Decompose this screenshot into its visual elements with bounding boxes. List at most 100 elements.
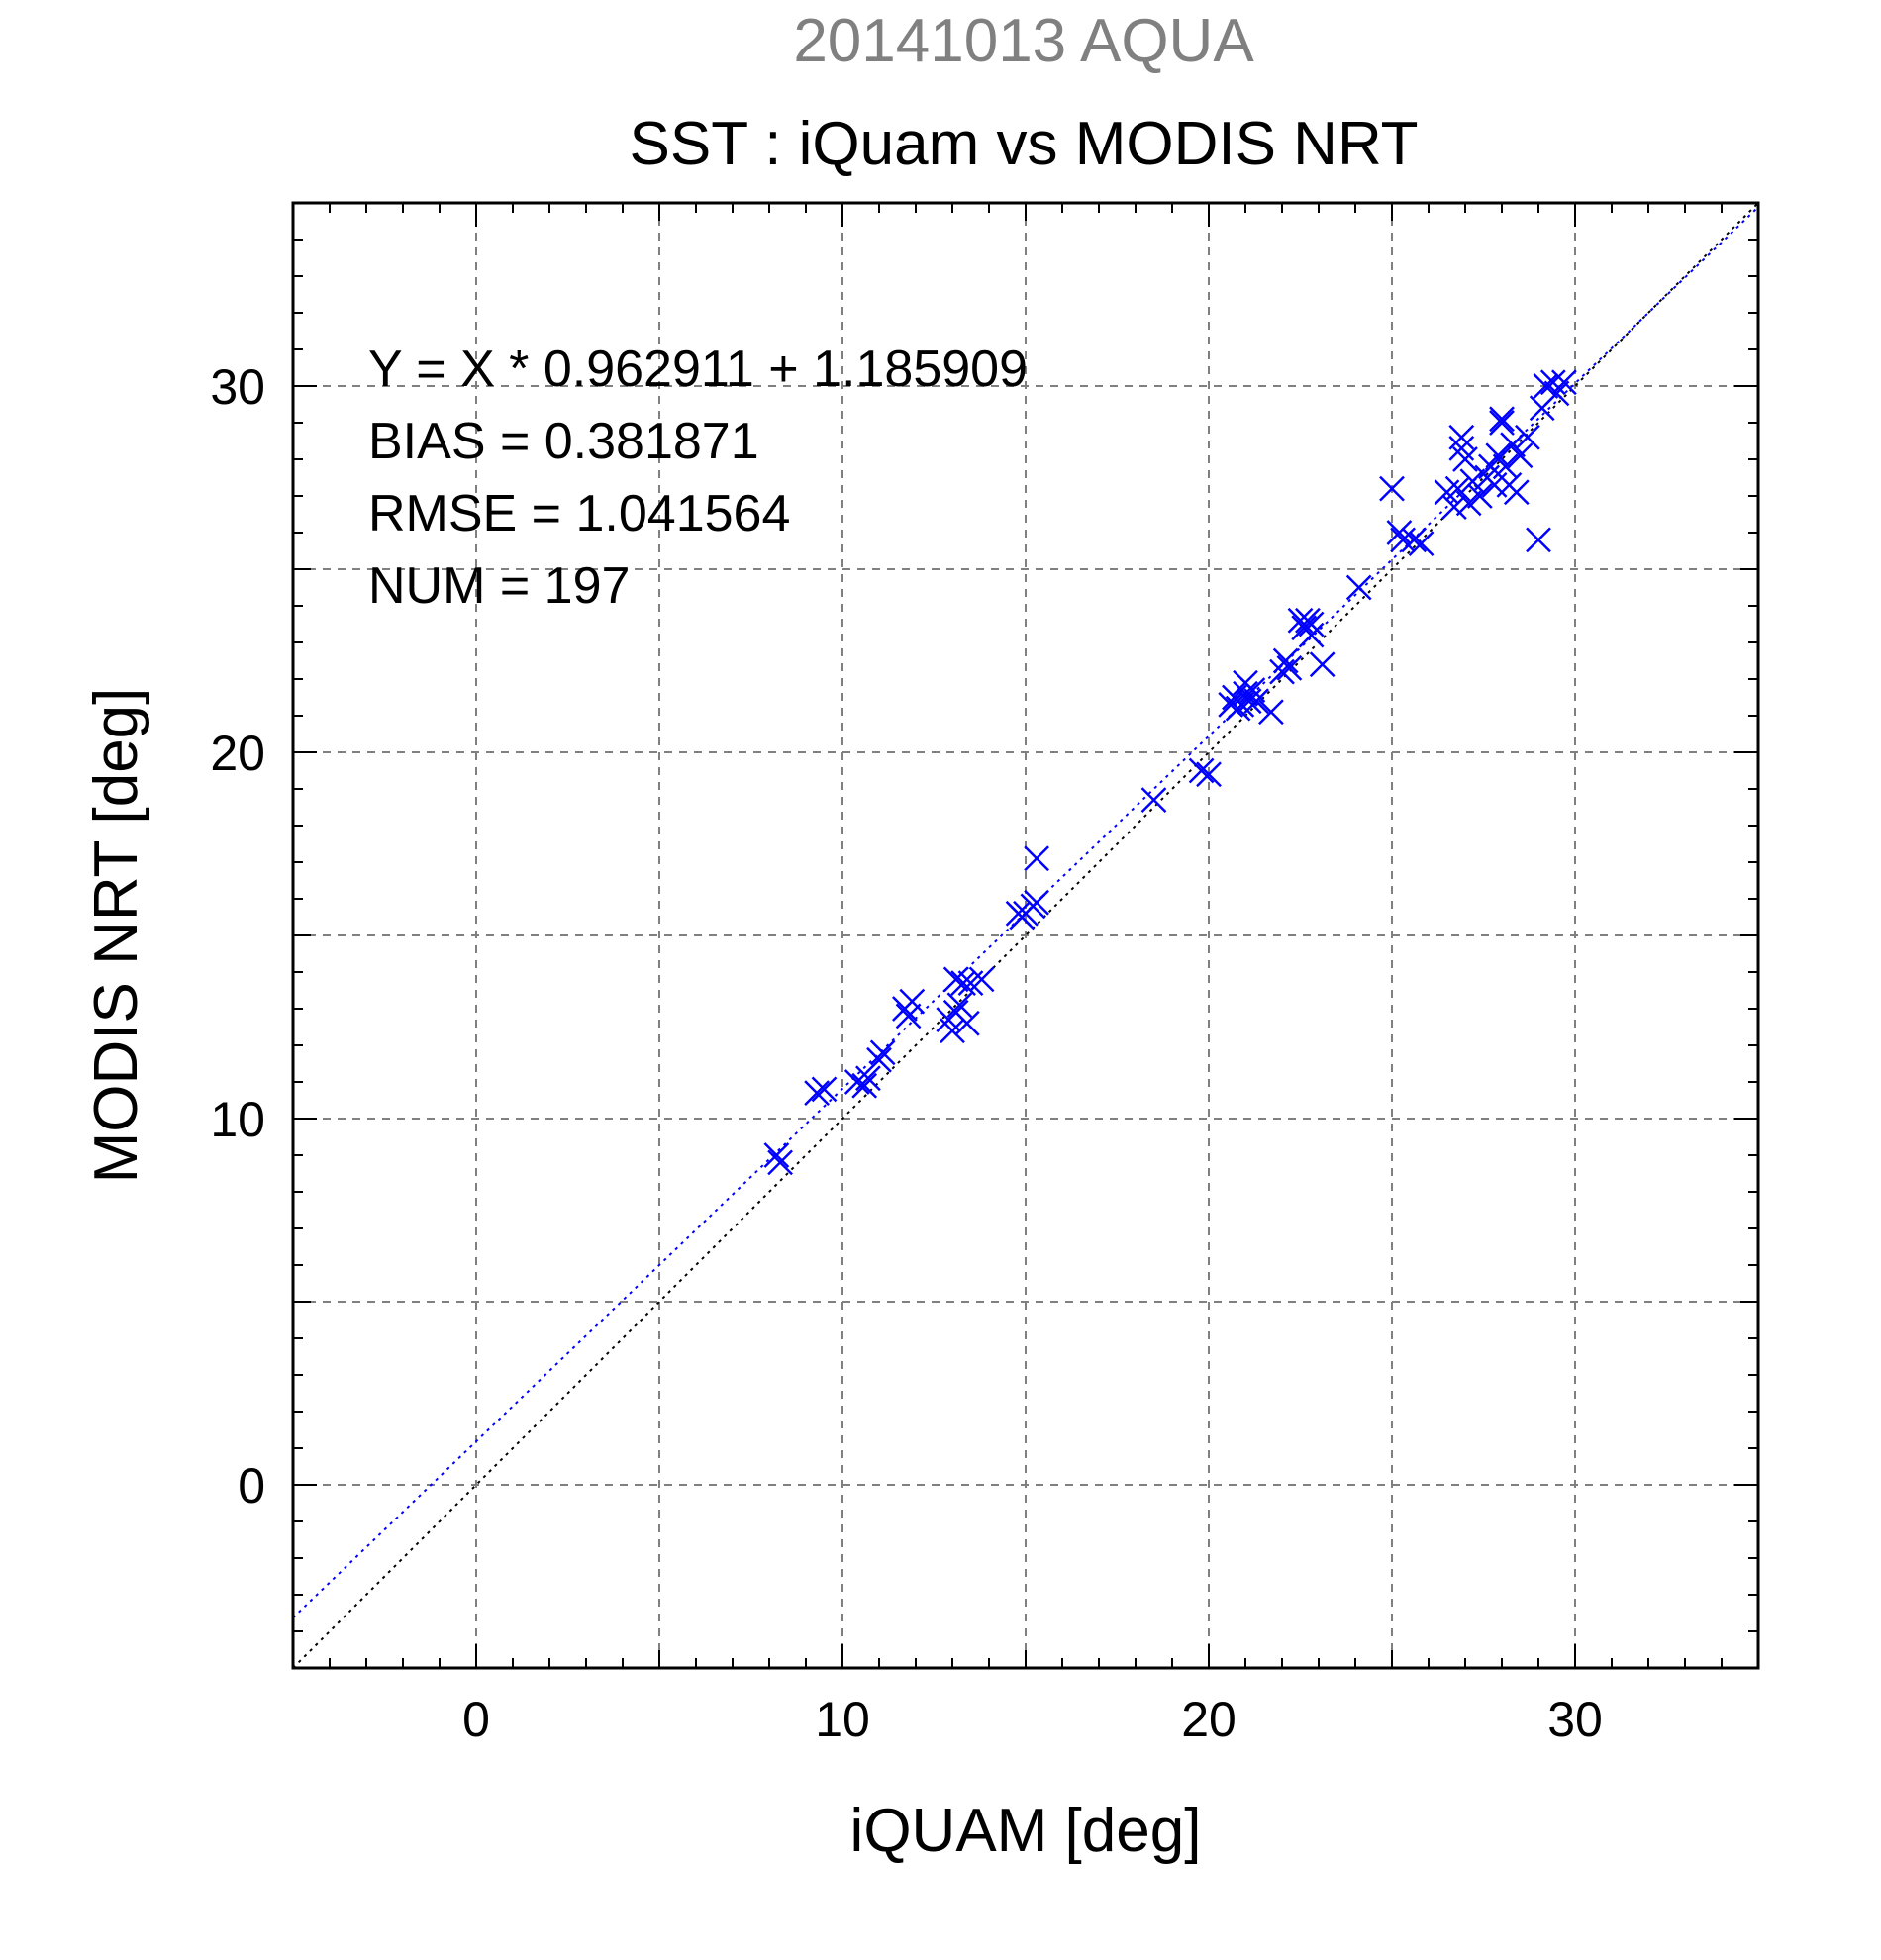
data-point	[811, 1076, 838, 1103]
y-tick-label: 30	[210, 359, 265, 415]
data-point	[1503, 479, 1530, 506]
data-point	[1258, 699, 1284, 726]
y-tick-label: 0	[238, 1458, 265, 1514]
data-point-stroke	[1515, 424, 1540, 450]
data-point	[1551, 369, 1577, 396]
data-point	[1444, 475, 1471, 502]
data-point	[899, 988, 926, 1015]
data-point-stroke	[1459, 468, 1486, 495]
data-point-stroke	[1272, 647, 1299, 674]
data-point	[1345, 574, 1372, 601]
data-point-stroke	[1243, 688, 1269, 715]
stats-annotation-line: Y = X * 0.962911 + 1.185909	[368, 341, 1028, 398]
data-point	[942, 966, 969, 993]
data-point	[851, 1072, 878, 1099]
data-point	[1507, 442, 1534, 469]
data-point-stroke	[1507, 442, 1534, 469]
data-point-stroke	[1500, 432, 1526, 458]
data-point	[1140, 787, 1167, 813]
data-point	[1543, 380, 1570, 407]
data-point	[1218, 692, 1244, 718]
data-point-stroke	[953, 1010, 980, 1036]
data-point-stroke	[855, 1065, 881, 1092]
data-point-stroke	[1188, 757, 1215, 784]
data-point	[866, 1046, 892, 1073]
data-point	[1526, 527, 1551, 553]
data-point	[1298, 622, 1325, 648]
data-point-stroke	[950, 970, 976, 996]
y-tick-label: 10	[210, 1092, 265, 1147]
data-point-stroke	[1386, 520, 1413, 545]
data-point	[1024, 889, 1049, 916]
data-point-stroke	[1287, 607, 1314, 634]
data-point	[895, 1003, 922, 1029]
data-point-stroke	[940, 1018, 965, 1044]
data-point	[1452, 446, 1478, 472]
x-tick-label: 20	[1181, 1692, 1237, 1747]
data-point	[1489, 410, 1515, 436]
data-point-stroke	[942, 966, 969, 993]
data-point-stroke	[1298, 622, 1325, 648]
data-point-stroke	[1543, 380, 1570, 407]
data-point	[968, 966, 995, 993]
data-point	[1298, 611, 1325, 637]
data-point	[1401, 527, 1428, 553]
data-point	[1276, 655, 1303, 681]
data-point-stroke	[869, 1039, 896, 1066]
data-point	[767, 1149, 793, 1176]
data-point-stroke	[1276, 655, 1303, 681]
data-point-stroke	[1218, 692, 1244, 718]
data-point	[1485, 442, 1512, 469]
data-point-stroke	[1489, 410, 1515, 436]
data-point	[855, 1065, 881, 1092]
data-point	[1243, 688, 1269, 715]
data-point	[1386, 520, 1413, 545]
data-point-stroke	[1196, 761, 1222, 788]
stats-annotation-line: NUM = 197	[368, 557, 630, 615]
data-point	[1515, 424, 1540, 450]
data-point-stroke	[1533, 373, 1559, 399]
y-axis-label: MODIS NRT [deg]	[82, 688, 150, 1184]
data-point-stroke	[767, 1149, 793, 1176]
data-point-stroke	[866, 1046, 892, 1073]
grid	[293, 203, 1758, 1668]
data-point	[1500, 432, 1526, 458]
data-points	[763, 369, 1577, 1176]
data-point	[1459, 468, 1486, 495]
data-point-stroke	[1345, 574, 1372, 601]
data-point-stroke	[811, 1076, 838, 1103]
data-point-stroke	[1298, 611, 1325, 637]
plot-frame	[291, 201, 1760, 1670]
data-point	[804, 1080, 830, 1106]
data-point-stroke	[1466, 483, 1493, 509]
data-point	[1233, 680, 1258, 707]
data-point-stroke	[1448, 424, 1475, 450]
data-point-stroke	[895, 1003, 922, 1029]
data-point-stroke	[899, 988, 926, 1015]
chart-supertitle: 20141013 AQUA	[793, 7, 1254, 75]
data-point-stroke	[1379, 475, 1405, 502]
data-point	[953, 1010, 980, 1036]
data-point-stroke	[1233, 680, 1258, 707]
data-point	[1188, 757, 1215, 784]
data-point-stroke	[1239, 677, 1266, 703]
data-point	[869, 1039, 896, 1066]
data-point-stroke	[1485, 442, 1512, 469]
data-point-stroke	[851, 1072, 878, 1099]
data-point	[1024, 845, 1049, 872]
data-point-stroke	[1444, 475, 1471, 502]
data-point-stroke	[1489, 406, 1515, 433]
data-point-stroke	[1024, 845, 1049, 872]
data-point-stroke	[968, 966, 995, 993]
data-point-stroke	[1140, 787, 1167, 813]
x-tick-label: 0	[462, 1692, 490, 1747]
y-tick-label: 20	[210, 726, 265, 781]
data-point-stroke	[1452, 446, 1478, 472]
chart-title: SST : iQuam vs MODIS NRT	[630, 110, 1419, 178]
data-point-stroke	[1551, 369, 1577, 396]
data-point-stroke	[1448, 436, 1475, 461]
data-point	[1379, 475, 1405, 502]
data-point-stroke	[763, 1142, 790, 1168]
data-point-stroke	[1309, 651, 1336, 678]
